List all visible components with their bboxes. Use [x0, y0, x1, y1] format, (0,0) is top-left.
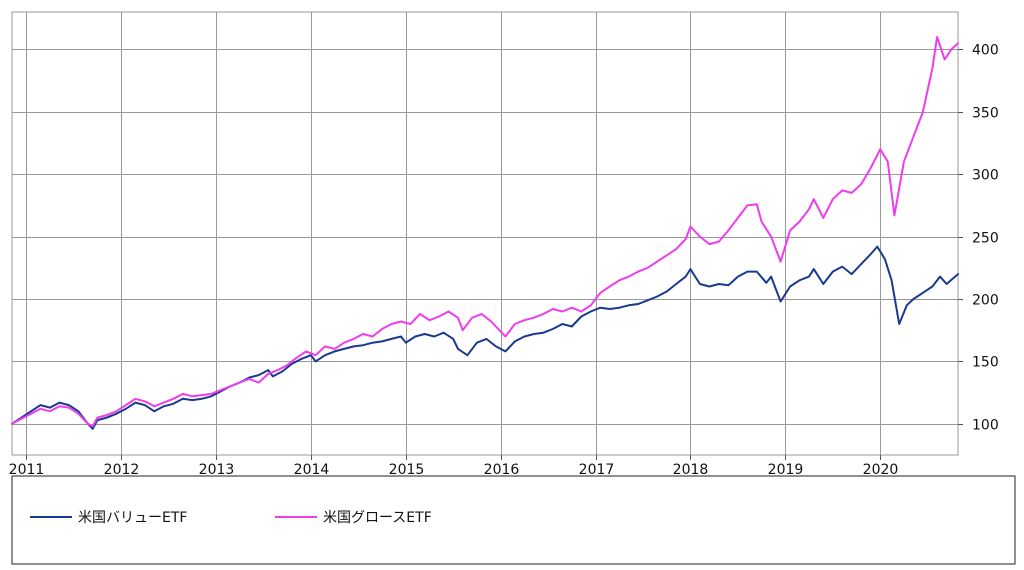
x-tick-label: 2018 — [673, 462, 709, 478]
x-tick-label: 2019 — [768, 462, 804, 478]
y-tick-label: 200 — [972, 293, 999, 309]
y-tick-label: 300 — [972, 168, 999, 184]
x-tick-label: 2016 — [484, 462, 520, 478]
y-tick-label: 150 — [972, 355, 999, 371]
plot-area — [11, 11, 959, 456]
x-axis-ticks: 2011 2012 2013 2014 2015 2016 2017 2018 2019 2020 — [9, 455, 899, 478]
legend-box — [11, 475, 1016, 565]
legend: 米国バリューETF 米国グロースETF — [11, 475, 1016, 565]
plot-frame — [11, 11, 959, 456]
x-tick-label: 2017 — [579, 462, 615, 478]
x-tick-label: 2013 — [199, 462, 235, 478]
series-line-1 — [11, 245, 959, 430]
x-tick-label: 2015 — [389, 462, 425, 478]
y-axis-ticks: 100 150 200 250 300 350 400 — [958, 43, 999, 434]
y-tick-label: 100 — [972, 418, 999, 434]
x-tick-label: 2011 — [9, 462, 45, 478]
series-line-2 — [11, 36, 959, 428]
grid-lines — [12, 12, 958, 455]
x-tick-label: 2012 — [104, 462, 140, 478]
series-lines — [11, 36, 959, 430]
x-tick-label: 2020 — [863, 462, 899, 478]
legend-label-2: 米国グロースETF — [323, 510, 432, 526]
y-tick-label: 250 — [972, 231, 999, 247]
x-tick-label: 2014 — [294, 462, 330, 478]
y-tick-label: 400 — [972, 43, 999, 59]
y-tick-label: 350 — [972, 106, 999, 122]
legend-label-1: 米国バリューETF — [78, 510, 187, 526]
